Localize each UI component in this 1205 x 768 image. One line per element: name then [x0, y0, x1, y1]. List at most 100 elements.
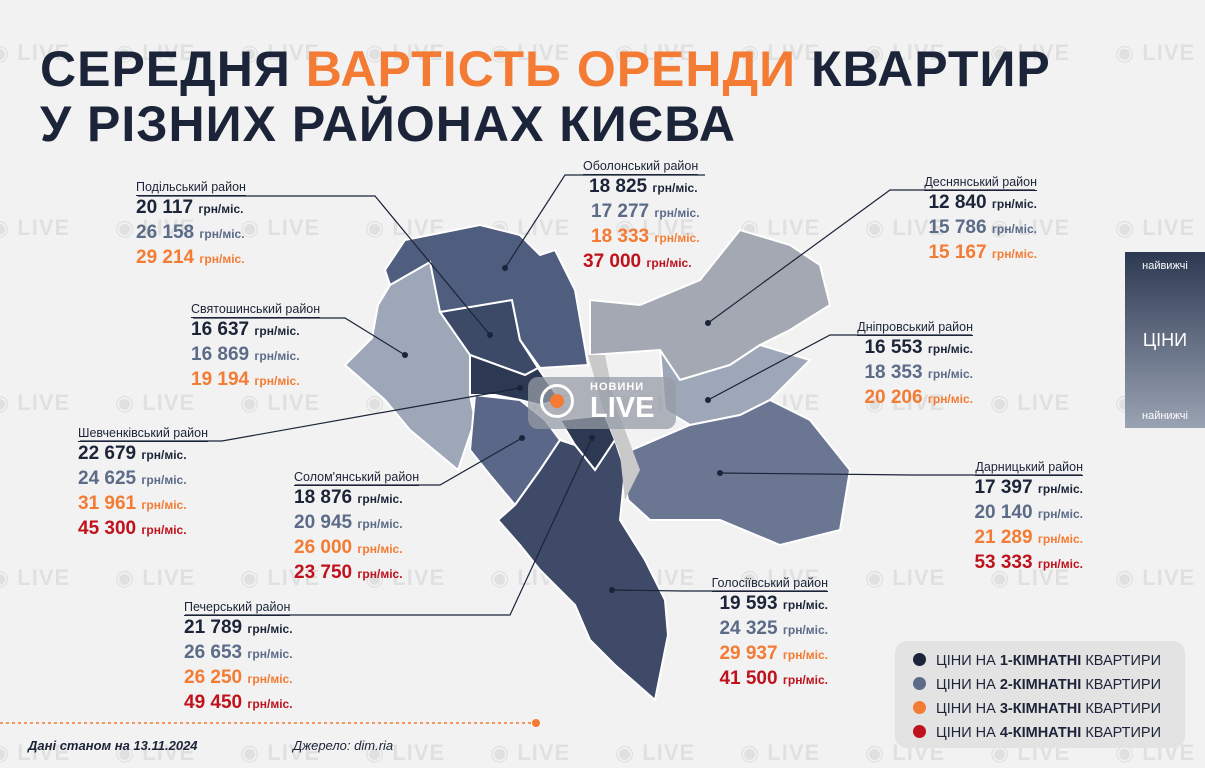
district-name: Шевченківський район: [78, 426, 209, 442]
district-desnianskyi: Деснянський район 12 840 грн/міс. 15 786…: [880, 175, 1037, 266]
price-3room: 18 333 грн/міс.: [591, 226, 700, 247]
price-3room: 29 214 грн/міс.: [136, 247, 245, 268]
price-1room: 19 593 грн/міс.: [719, 593, 828, 614]
price-4room: 53 333 грн/міс.: [974, 552, 1083, 573]
watermark: ◉ LIVE: [115, 40, 196, 65]
legend-item-3room: ЦІНИ НА 3-КІМНАТНІ КВАРТИРИ: [913, 701, 1161, 717]
watermark: ◉ LIVE: [115, 215, 196, 240]
price-4room: 45 300 грн/міс.: [78, 518, 187, 539]
district-dniprovskyi: Дніпровський район 16 553 грн/міс. 18 35…: [820, 320, 973, 411]
title-line-2: У РІЗНИХ РАЙОНАХ КИЄВА: [40, 96, 736, 152]
price-scale: найвижчі ЦІНИ найнижчі: [1125, 252, 1205, 428]
watermark: ◉ LIVE: [365, 740, 446, 765]
price-1room: 20 117 грн/міс.: [136, 197, 244, 218]
price-1room: 17 397 грн/міс.: [974, 477, 1083, 498]
leader-podilskyi: [138, 195, 491, 336]
district-name: Святошинський район: [191, 302, 321, 318]
watermark: ◉ LIVE: [990, 390, 1071, 415]
watermark: ◉ LIVE: [740, 740, 821, 765]
logo-circle-icon: [540, 384, 574, 418]
logo-live: LIVE: [590, 392, 655, 424]
watermark: ◉ LIVE: [0, 215, 71, 240]
watermark: ◉ LIVE: [365, 565, 446, 590]
watermark: ◉ LIVE: [615, 40, 696, 65]
watermark: ◉ LIVE: [865, 565, 946, 590]
watermark: ◉ LIVE: [1115, 40, 1196, 65]
watermark: ◉ LIVE: [240, 565, 321, 590]
watermark: ◉ LIVE: [0, 565, 71, 590]
watermark: ◉ LIVE: [490, 740, 571, 765]
leader-pecherskyi: [185, 437, 593, 616]
price-3room: 15 167 грн/міс.: [928, 242, 1037, 263]
price-2room: 17 277 грн/міс.: [591, 201, 700, 222]
price-3room: 21 289 грн/міс.: [974, 527, 1083, 548]
district-solomianskyi: Солом'янський район 18 876 грн/міс. 20 9…: [294, 470, 420, 586]
district-sviatoshynskyi: Святошинський район 16 637 грн/міс. 16 8…: [191, 302, 321, 393]
price-1room: 16 637 грн/міс.: [191, 319, 300, 340]
watermark: ◉ LIVE: [0, 40, 71, 65]
district-name: Дарницький район: [975, 460, 1083, 476]
watermark: ◉ LIVE: [990, 565, 1071, 590]
watermark: ◉ LIVE: [865, 215, 946, 240]
district-name: Подільський район: [136, 180, 246, 196]
price-1room: 18 876 грн/міс.: [294, 487, 403, 508]
legend-item-4room: ЦІНИ НА 4-КІМНАТНІ КВАРТИРИ: [913, 725, 1161, 741]
price-2room: 15 786 грн/міс.: [928, 217, 1037, 238]
district-obolonskyi: Оболонський район 18 825 грн/міс. 17 277…: [583, 159, 700, 275]
logo-brand: НОВИНИ: [590, 381, 645, 393]
watermark: ◉ LIVE: [490, 40, 571, 65]
price-2room: 24 325 грн/міс.: [719, 618, 828, 639]
price-1room: 21 789 грн/міс.: [184, 617, 293, 638]
district-name: Голосіївський район: [711, 576, 828, 592]
title-part-2: КВАРТИР: [810, 41, 1051, 97]
price-2room: 20 945 грн/міс.: [294, 512, 403, 533]
watermark: ◉ LIVE: [1115, 565, 1196, 590]
watermark: ◉ LIVE: [240, 740, 321, 765]
price-1room: 18 825 грн/міс.: [589, 176, 698, 197]
watermark: ◉ LIVE: [990, 215, 1071, 240]
price-1room: 22 679 грн/міс.: [78, 443, 187, 464]
watermark: ◉ LIVE: [365, 40, 446, 65]
legend: ЦІНИ НА 1-КІМНАТНІ КВАРТИРИ ЦІНИ НА 2-КІ…: [895, 641, 1185, 748]
price-3room: 20 206 грн/міс.: [864, 387, 973, 408]
legend-item-1room: ЦІНИ НА 1-КІМНАТНІ КВАРТИРИ: [913, 653, 1161, 669]
price-4room: 23 750 грн/міс.: [294, 562, 403, 583]
district-name: Дніпровський район: [857, 320, 973, 336]
district-darnytskyi: Дарницький район 17 397 грн/міс. 20 140 …: [925, 460, 1083, 576]
watermark: ◉ LIVE: [240, 390, 321, 415]
price-1room: 12 840 грн/міс.: [928, 192, 1037, 213]
price-2room: 20 140 грн/міс.: [974, 502, 1083, 523]
price-2room: 26 653 грн/міс.: [184, 642, 293, 663]
watermark: ◉ LIVE: [240, 215, 321, 240]
price-4room: 49 450 грн/міс.: [184, 692, 293, 713]
watermark: ◉ LIVE: [115, 740, 196, 765]
legend-dot-icon: [913, 725, 926, 738]
map-district-holosiivskyi: [496, 437, 670, 702]
watermark: ◉ LIVE: [740, 565, 821, 590]
price-1room: 16 553 грн/міс.: [864, 337, 973, 358]
watermark: ◉ LIVE: [0, 390, 71, 415]
district-pecherskyi: Печерський район 21 789 грн/міс. 26 653 …: [184, 600, 293, 716]
leader-obolonskyi: [504, 174, 705, 269]
district-name: Солом'янський район: [294, 470, 420, 486]
price-4room: 41 500 грн/міс.: [719, 668, 828, 689]
price-3room: 29 937 грн/міс.: [719, 643, 828, 664]
price-2room: 18 353 грн/міс.: [864, 362, 973, 383]
scale-bottom-label: найнижчі: [1142, 410, 1188, 422]
watermark: ◉ LIVE: [1115, 215, 1196, 240]
watermark: ◉ LIVE: [240, 40, 321, 65]
district-podilskyi: Подільський район 20 117 грн/міс. 26 158…: [136, 180, 246, 271]
watermark: ◉ LIVE: [615, 215, 696, 240]
price-2room: 24 625 грн/міс.: [78, 468, 187, 489]
watermark: ◉ LIVE: [0, 740, 71, 765]
leader-sviatoshynskyi: [193, 317, 406, 356]
district-name: Деснянський район: [924, 175, 1037, 191]
page-title: СЕРЕДНЯ ВАРТІСТЬ ОРЕНДИ КВАРТИР У РІЗНИХ…: [40, 42, 1051, 152]
district-name: Печерський район: [184, 600, 291, 616]
legend-dot-icon: [913, 677, 926, 690]
district-shevchenkivskyi: Шевченківський район 22 679 грн/міс. 24 …: [78, 426, 209, 542]
price-2room: 26 158 грн/міс.: [136, 222, 245, 243]
watermark: ◉ LIVE: [615, 740, 696, 765]
footer-source: Джерело: dim.ria: [293, 738, 394, 753]
